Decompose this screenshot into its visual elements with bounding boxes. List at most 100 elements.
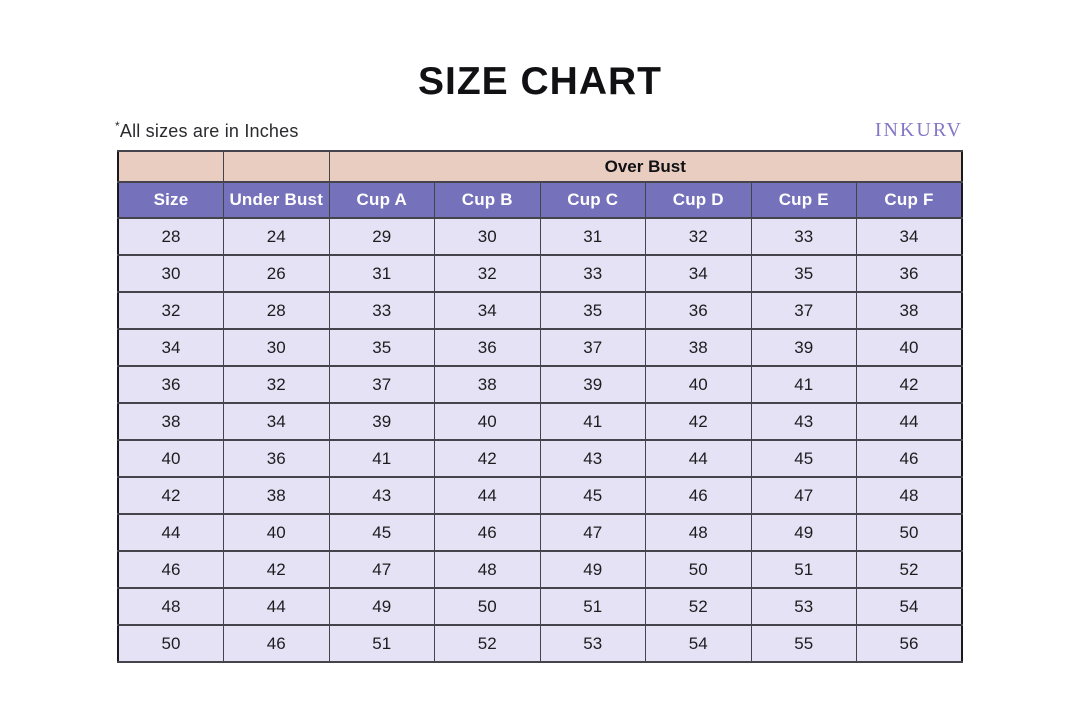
- table-cell: 36: [645, 291, 752, 330]
- table-cell: 35: [750, 254, 857, 293]
- over-bust-group-header: Over Bust: [328, 150, 963, 183]
- table-cell: 30: [223, 328, 330, 367]
- column-header-under-bust: Under Bust: [223, 181, 330, 219]
- table-cell: 38: [117, 402, 224, 441]
- table-row: 38 34 39 40 41 42 43 44: [117, 402, 963, 441]
- column-header-cup-b: Cup B: [434, 181, 541, 219]
- table-cell: 43: [750, 402, 857, 441]
- table-cell: 36: [434, 328, 541, 367]
- table-cell: 45: [539, 476, 646, 515]
- table-cell: 24: [223, 217, 330, 256]
- column-header-cup-e: Cup E: [750, 181, 857, 219]
- table-row: 28 24 29 30 31 32 33 34: [117, 217, 963, 256]
- table-cell: 43: [328, 476, 435, 515]
- table-cell: 48: [645, 513, 752, 552]
- table-cell: 33: [750, 217, 857, 256]
- table-cell: 54: [856, 587, 963, 626]
- table-cell: 51: [750, 550, 857, 589]
- table-cell: 45: [750, 439, 857, 478]
- table-row: 44 40 45 46 47 48 49 50: [117, 513, 963, 552]
- table-cell: 36: [223, 439, 330, 478]
- table-cell: 42: [645, 402, 752, 441]
- size-chart-body: 28 24 29 30 31 32 33 34 30 26 31 32 33 34 35 36 32 28 33 34…: [117, 217, 963, 663]
- table-row: 48 44 49 50 51 52 53 54: [117, 587, 963, 626]
- column-header-size: Size: [117, 181, 224, 219]
- empty-header-cell-size: [117, 150, 224, 183]
- table-row: 30 26 31 32 33 34 35 36: [117, 254, 963, 293]
- table-cell: 44: [645, 439, 752, 478]
- table-cell: 47: [328, 550, 435, 589]
- table-cell: 52: [434, 624, 541, 663]
- column-header-cup-a: Cup A: [328, 181, 435, 219]
- table-cell: 34: [223, 402, 330, 441]
- table-cell: 56: [856, 624, 963, 663]
- page-title: SIZE CHART: [418, 60, 662, 103]
- table-cell: 36: [117, 365, 224, 404]
- table-cell: 49: [750, 513, 857, 552]
- column-header-cup-d: Cup D: [645, 181, 752, 219]
- table-cell: 42: [117, 476, 224, 515]
- table-cell: 44: [223, 587, 330, 626]
- table-cell: 50: [117, 624, 224, 663]
- table-cell: 55: [750, 624, 857, 663]
- units-note-text: All sizes are in Inches: [119, 121, 299, 141]
- table-cell: 40: [434, 402, 541, 441]
- table-cell: 30: [117, 254, 224, 293]
- table-cell: 42: [434, 439, 541, 478]
- table-cell: 43: [539, 439, 646, 478]
- table-cell: 44: [117, 513, 224, 552]
- table-cell: 41: [328, 439, 435, 478]
- table-cell: 32: [223, 365, 330, 404]
- table-cell: 35: [328, 328, 435, 367]
- table-cell: 31: [328, 254, 435, 293]
- table-cell: 47: [750, 476, 857, 515]
- table-cell: 41: [750, 365, 857, 404]
- table-row: 40 36 41 42 43 44 45 46: [117, 439, 963, 478]
- table-cell: 32: [645, 217, 752, 256]
- table-cell: 46: [856, 439, 963, 478]
- table-cell: 46: [117, 550, 224, 589]
- table-cell: 52: [645, 587, 752, 626]
- table-cell: 26: [223, 254, 330, 293]
- table-cell: 50: [856, 513, 963, 552]
- table-row: 34 30 35 36 37 38 39 40: [117, 328, 963, 367]
- table-cell: 33: [539, 254, 646, 293]
- table-cell: 37: [539, 328, 646, 367]
- table-cell: 36: [856, 254, 963, 293]
- table-cell: 42: [223, 550, 330, 589]
- table-cell: 39: [750, 328, 857, 367]
- table-cell: 51: [539, 587, 646, 626]
- table-cell: 47: [539, 513, 646, 552]
- table-cell: 40: [856, 328, 963, 367]
- table-cell: 49: [328, 587, 435, 626]
- table-row: 42 38 43 44 45 46 47 48: [117, 476, 963, 515]
- table-cell: 53: [750, 587, 857, 626]
- brand-logo: INKURV: [874, 119, 963, 141]
- table-cell: 53: [539, 624, 646, 663]
- table-cell: 34: [117, 328, 224, 367]
- table-cell: 42: [856, 365, 963, 404]
- table-cell: 40: [117, 439, 224, 478]
- table-cell: 37: [750, 291, 857, 330]
- table-cell: 46: [645, 476, 752, 515]
- column-header-cup-c: Cup C: [539, 181, 646, 219]
- table-cell: 39: [328, 402, 435, 441]
- table-row: 32 28 33 34 35 36 37 38: [117, 291, 963, 330]
- table-cell: 31: [539, 217, 646, 256]
- table-row: 36 32 37 38 39 40 41 42: [117, 365, 963, 404]
- table-cell: 38: [434, 365, 541, 404]
- table-cell: 50: [645, 550, 752, 589]
- table-cell: 37: [328, 365, 435, 404]
- units-note: *All sizes are in Inches: [115, 120, 299, 142]
- table-cell: 49: [539, 550, 646, 589]
- table-cell: 32: [117, 291, 224, 330]
- table-cell: 35: [539, 291, 646, 330]
- table-cell: 45: [328, 513, 435, 552]
- table-row: 46 42 47 48 49 50 51 52: [117, 550, 963, 589]
- table-cell: 30: [434, 217, 541, 256]
- empty-header-cell-under-bust: [223, 150, 330, 183]
- table-cell: 54: [645, 624, 752, 663]
